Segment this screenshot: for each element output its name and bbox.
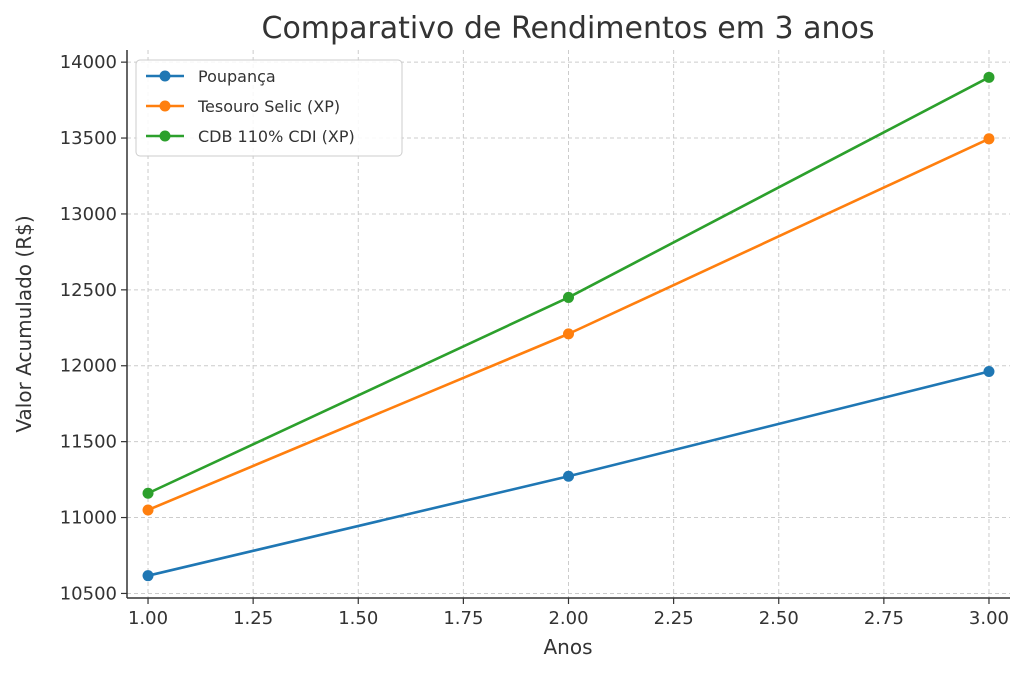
- data-point: [142, 504, 154, 516]
- data-point: [563, 291, 574, 303]
- y-tick-label: 11500: [60, 432, 117, 453]
- x-tick-label: 1.25: [233, 608, 273, 629]
- legend-item: Tesouro Selic (XP): [146, 97, 340, 116]
- legend-item: CDB 110% CDI (XP): [146, 127, 355, 146]
- x-tick-label: 1.50: [338, 608, 378, 629]
- y-tick-label: 12000: [60, 356, 117, 377]
- legend-label: Tesouro Selic (XP): [197, 97, 340, 116]
- y-axis-label: Valor Acumulado (R$): [12, 215, 36, 432]
- y-tick-label: 11000: [60, 508, 117, 529]
- x-tick-label: 3.00: [969, 608, 1009, 629]
- y-tick-label: 12500: [60, 280, 117, 301]
- y-axis-ticks: 10500 11000 11500 12000 12500 13000 13500 14000: [60, 52, 127, 604]
- data-point: [142, 570, 154, 582]
- x-axis-ticks: 1.00 1.25 1.50 1.75 2.00 2.25 2.50 2.75 3.00: [128, 598, 1009, 629]
- data-point: [142, 487, 154, 499]
- y-tick-label: 14000: [60, 52, 117, 73]
- legend-item: Poupança: [146, 67, 276, 86]
- x-tick-label: 2.25: [654, 608, 694, 629]
- data-point: [983, 71, 995, 83]
- x-tick-label: 1.00: [128, 608, 168, 629]
- legend: Poupança Tesouro Selic (XP) CDB 110% CDI (…: [135, 59, 403, 157]
- y-tick-label: 13500: [60, 128, 117, 149]
- data-point: [983, 366, 995, 378]
- x-tick-label: 2.50: [759, 608, 799, 629]
- legend-marker: [159, 70, 171, 82]
- series-1: [142, 366, 995, 582]
- x-tick-label: 2.75: [864, 608, 904, 629]
- grid: [127, 50, 1010, 598]
- data-point: [563, 328, 574, 340]
- legend-marker: [159, 100, 171, 112]
- legend-items: Poupança Tesouro Selic (XP) CDB 110% CDI (…: [146, 67, 355, 146]
- series-layer: [142, 71, 995, 582]
- legend-box: [135, 59, 403, 157]
- x-tick-label: 2.00: [548, 608, 588, 629]
- x-tick-label: 1.75: [443, 608, 483, 629]
- series-2: [142, 133, 995, 516]
- legend-label: Poupança: [198, 67, 276, 86]
- x-axis-label: Anos: [543, 635, 592, 659]
- y-tick-label: 13000: [60, 204, 117, 225]
- data-point: [563, 470, 574, 482]
- legend-marker: [159, 130, 171, 142]
- y-tick-label: 10500: [60, 583, 117, 604]
- chart-title: Comparativo de Rendimentos em 3 anos: [262, 11, 875, 46]
- data-point: [983, 133, 995, 145]
- series-3: [142, 71, 995, 499]
- legend-label: CDB 110% CDI (XP): [198, 127, 355, 146]
